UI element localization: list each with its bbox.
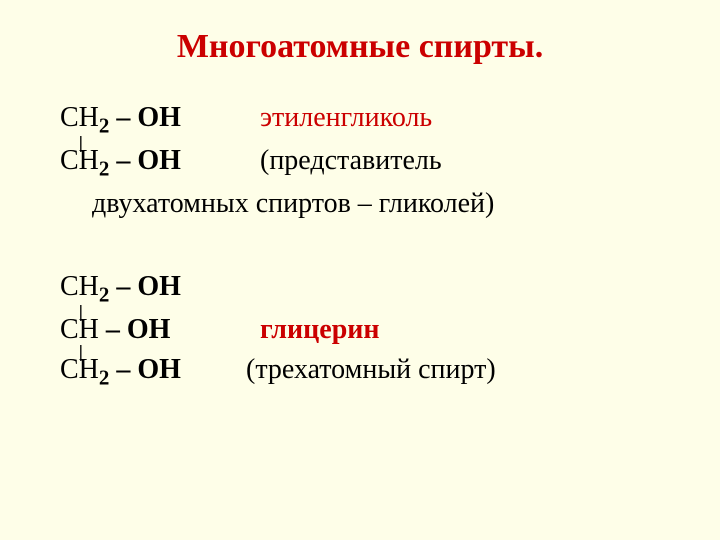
- ethylene-formula-2: СН2 – ОН: [60, 141, 260, 184]
- glycerin-formula-2: СН – ОН: [60, 310, 260, 351]
- title-dot: .: [535, 28, 544, 65]
- ethylene-name: этиленгликоль: [260, 98, 432, 139]
- ethylene-formula-1: СН2 – ОН: [60, 98, 260, 141]
- ethylene-line3: двухатомных спиртов – гликолей): [60, 184, 660, 225]
- title-text: Многоатомные спирты: [177, 28, 535, 65]
- eth-f1-ch: СН: [60, 102, 99, 133]
- gly-f3-sub: 2: [99, 366, 110, 390]
- gly-f1-tail: – ОН: [109, 271, 181, 302]
- glycerin-line3: СН2 – ОН (трехатомный спирт): [60, 350, 660, 393]
- glycerin-line1: СН2 – ОН: [60, 267, 660, 310]
- gly-f1-sub: 2: [99, 282, 110, 306]
- glycerin-line2: СН – ОН глицерин: [60, 310, 660, 351]
- spacer: [60, 225, 660, 267]
- gly-f3-tail: – ОН: [109, 354, 181, 385]
- eth-f1-sub: 2: [99, 114, 110, 138]
- glycerin-formula-3: СН2 – ОН: [60, 350, 246, 393]
- ethylene-desc1: (представитель: [260, 141, 442, 182]
- eth-f2-sub: 2: [99, 157, 110, 181]
- eth-f2-ch: СН: [60, 145, 99, 176]
- ethylene-desc2: двухатомных спиртов – гликолей): [92, 184, 494, 225]
- gly-f2-tail: – ОН: [106, 314, 171, 345]
- gly-f3-ch: СН: [60, 354, 99, 385]
- glycerin-desc: (трехатомный спирт): [246, 350, 496, 391]
- content: СН2 – ОН этиленгликоль | СН2 – ОН (предс…: [60, 98, 660, 393]
- glycerin-name: глицерин: [260, 310, 380, 351]
- eth-f1-tail: – ОН: [109, 102, 181, 133]
- ethylene-line2: СН2 – ОН (представитель: [60, 141, 660, 184]
- slide: Многоатомные спирты. СН2 – ОН этиленглик…: [0, 0, 720, 540]
- gly-f1-ch: СН: [60, 271, 99, 302]
- gly-f2-ch: СН: [60, 314, 106, 345]
- eth-f2-tail: – ОН: [109, 145, 181, 176]
- ethylene-line1: СН2 – ОН этиленгликоль: [60, 98, 660, 141]
- title: Многоатомные спирты.: [60, 28, 660, 66]
